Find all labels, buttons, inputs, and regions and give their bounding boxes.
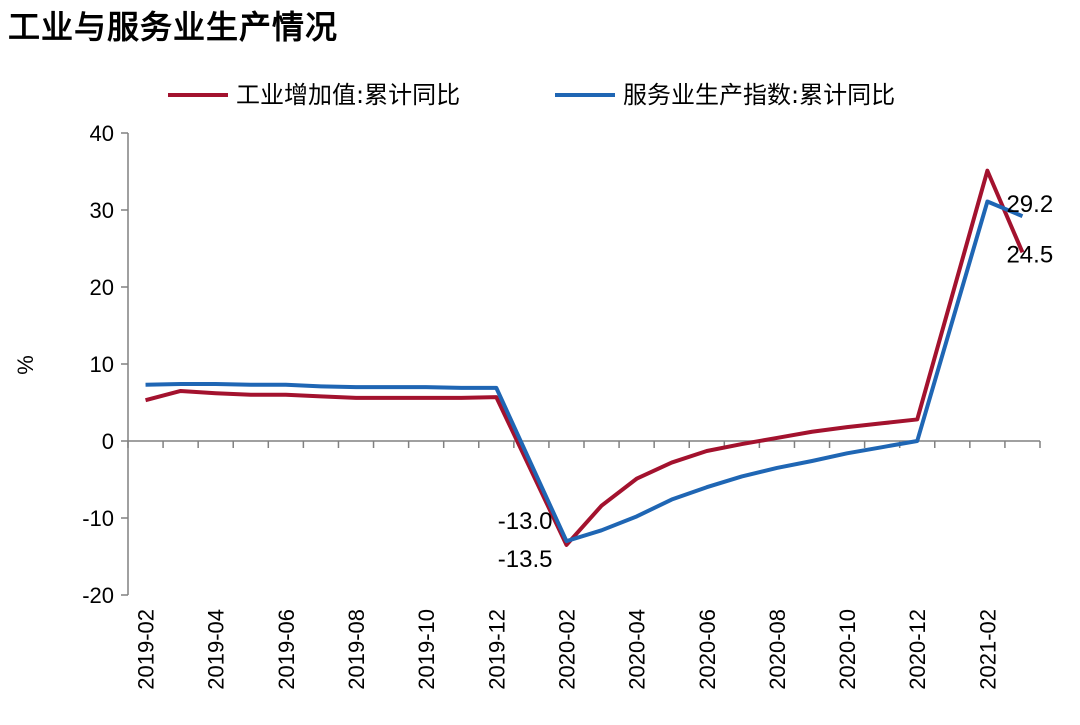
y-tick-label: 10 [90, 352, 114, 377]
y-axis-label: % [13, 355, 38, 375]
x-tick-label: 2019-02 [134, 609, 159, 690]
x-tick-label: 2020-04 [625, 609, 650, 690]
x-tick-label: 2020-12 [905, 609, 930, 690]
x-tick-label: 2019-06 [274, 609, 299, 690]
x-tick-label: 2019-04 [204, 609, 229, 690]
legend: 工业增加值:累计同比 服务业生产指数:累计同比 [168, 81, 895, 109]
y-tick-label: 30 [90, 198, 114, 223]
data-label: -13.5 [498, 546, 553, 573]
y-tick-label: -20 [82, 583, 114, 608]
data-label: -13.0 [498, 508, 553, 535]
chart-title: 工业与服务业生产情况 [8, 8, 339, 46]
axes: -20 -10 0 10 20 30 40 2019-02 2019-04 2019-06 2019… [82, 121, 1041, 690]
y-tick-label: 0 [102, 429, 114, 454]
series-layer [145, 168, 1025, 547]
x-tick-label: 2021-02 [975, 609, 1000, 690]
y-tick-label: 40 [90, 121, 114, 146]
series-line-services [145, 199, 1024, 544]
y-tick-label: 20 [90, 275, 114, 300]
y-tick-label: -10 [82, 506, 114, 531]
series-line-industry [145, 168, 1025, 547]
legend-label-services: 服务业生产指数:累计同比 [623, 81, 895, 109]
x-tick-label: 2020-10 [835, 609, 860, 690]
data-label: 29.2 [1006, 191, 1053, 218]
x-tick-label: 2020-06 [695, 609, 720, 690]
x-tick-label: 2019-08 [344, 609, 369, 690]
x-tick-label: 2020-02 [554, 609, 579, 690]
data-label: 24.5 [1006, 241, 1053, 268]
legend-label-industry: 工业增加值:累计同比 [236, 81, 460, 109]
data-labels: -13.0 -13.5 29.2 24.5 [498, 191, 1053, 573]
x-tick-label: 2020-08 [765, 609, 790, 690]
x-tick-label: 2019-10 [414, 609, 439, 690]
x-tick-label: 2019-12 [484, 609, 509, 690]
